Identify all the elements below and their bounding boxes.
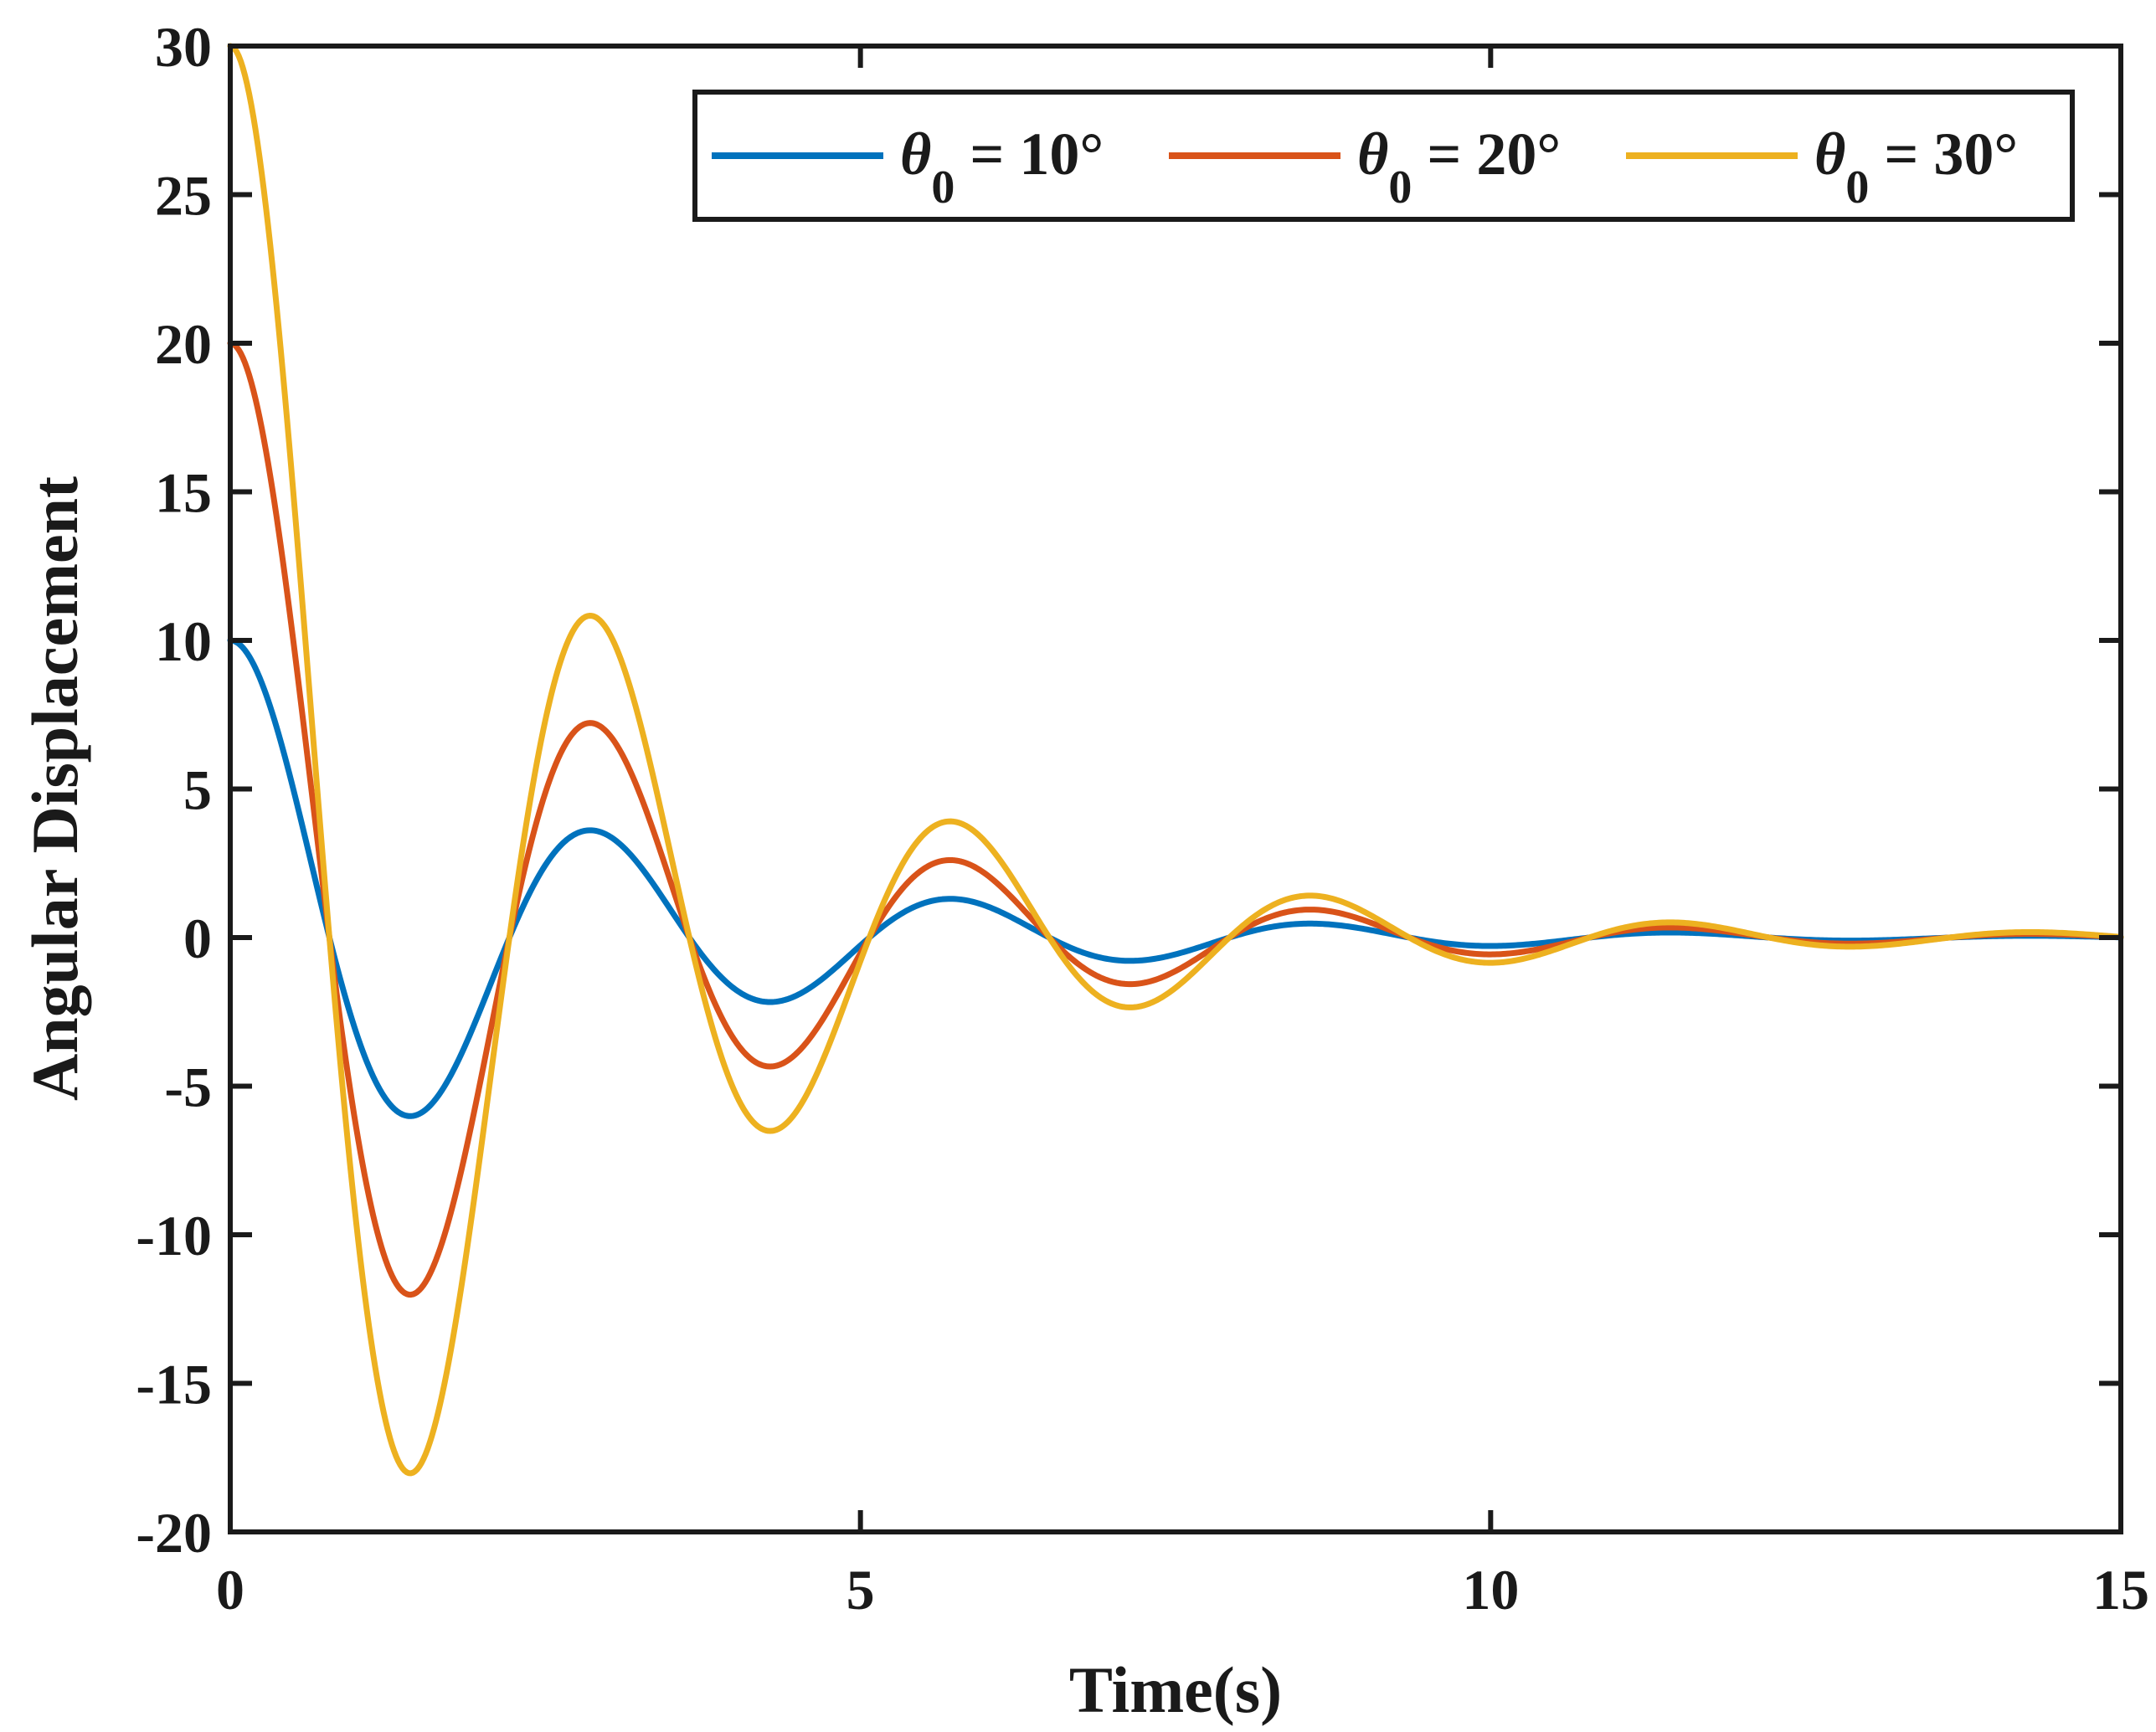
x-tick-label: 15 <box>2092 1558 2149 1622</box>
legend-box <box>692 90 2075 222</box>
legend-item-1: θ0 = 10° <box>712 121 1104 213</box>
x-tick-label: 0 <box>216 1558 244 1622</box>
x-axis-title: Time(s) <box>1069 1653 1282 1726</box>
legend-item-3: θ0 = 30° <box>1626 121 2018 213</box>
y-tick-label: 20 <box>155 312 212 376</box>
legend: θ0 = 10° θ0 = 20° θ0 = 30° <box>692 90 2075 222</box>
legend-label: θ0 = 20° <box>1357 121 1561 213</box>
y-tick-label: 15 <box>155 461 212 525</box>
legend-items: θ0 = 10° θ0 = 20° θ0 = 30° <box>712 121 2018 213</box>
y-axis-title: Angular Displacement <box>18 476 91 1101</box>
legend-item-2: θ0 = 20° <box>1169 121 1561 213</box>
plot-frame <box>228 44 2123 1534</box>
y-tick-label: 25 <box>155 164 212 228</box>
legend-label: θ0 = 30° <box>1814 121 2018 213</box>
y-tick-label: -15 <box>136 1353 212 1416</box>
y-tick-label: 0 <box>183 907 212 970</box>
y-tick-label: 10 <box>155 609 212 673</box>
y-tick-label: 30 <box>155 15 212 79</box>
series-line-3 <box>227 43 2124 1477</box>
y-tick-label: -20 <box>136 1501 212 1565</box>
series-layer <box>227 43 2124 1477</box>
y-tick-label: -10 <box>136 1204 212 1267</box>
x-tick-label: 10 <box>1462 1558 1519 1622</box>
x-tick-label: 5 <box>846 1558 875 1622</box>
y-tick-label: -5 <box>164 1056 212 1119</box>
y-tick-label: 5 <box>183 758 212 822</box>
legend-label: θ0 = 10° <box>900 121 1104 213</box>
